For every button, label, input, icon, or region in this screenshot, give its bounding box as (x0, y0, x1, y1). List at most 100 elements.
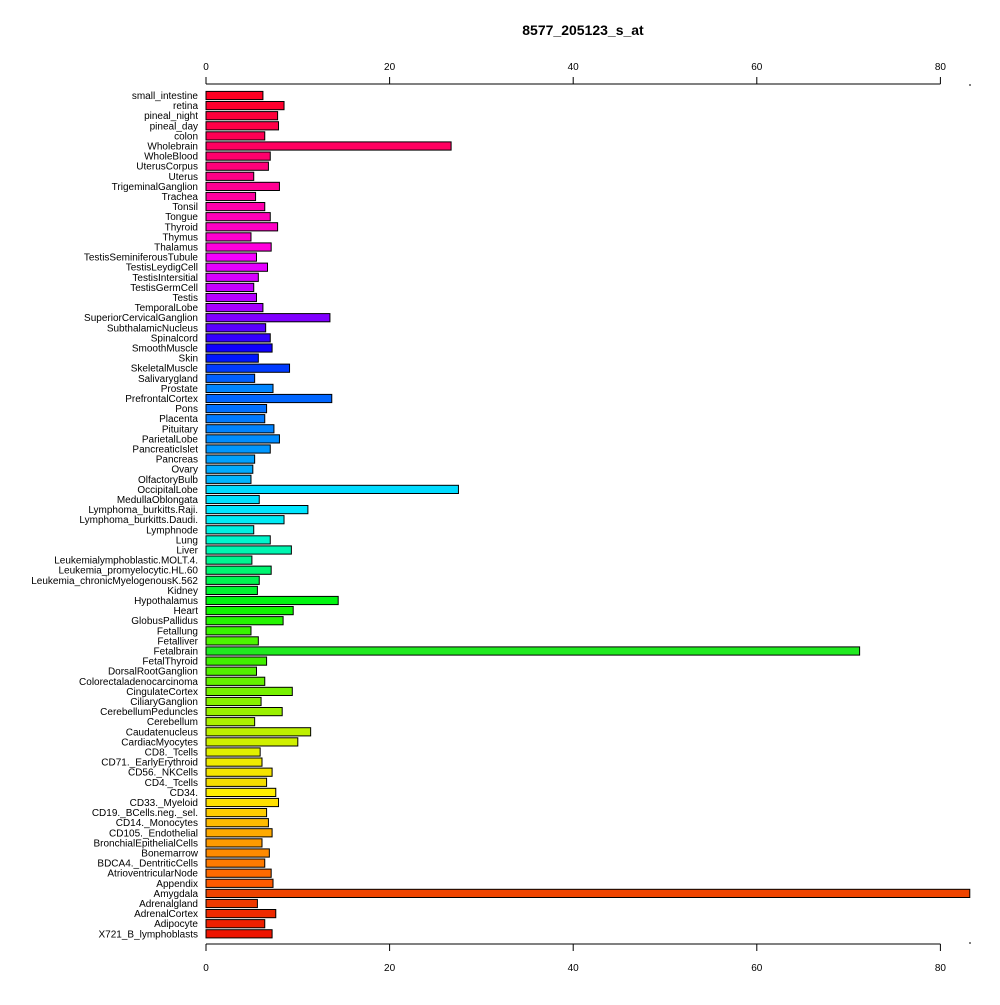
category-label: small_intestine (132, 91, 199, 102)
bar (205, 282, 255, 292)
bar (205, 90, 264, 101)
bar (205, 838, 263, 848)
bar (205, 404, 268, 414)
category-label: GlobusPallidus (131, 616, 198, 627)
x-tick-label-top: 40 (568, 62, 580, 73)
bar (205, 141, 452, 151)
bar (205, 252, 257, 262)
category-label: CD105._Endothelial (109, 828, 198, 839)
category-label: Leukemia_chronicMyelogenousK.562 (31, 576, 198, 587)
bar (205, 484, 459, 494)
bar (205, 313, 331, 323)
category-label: Skin (179, 354, 198, 365)
x-tick-label-top: 80 (935, 62, 947, 73)
category-label: Trachea (162, 192, 199, 203)
category-label: FetalThyroid (142, 657, 198, 668)
bar (205, 696, 262, 707)
bar (205, 474, 252, 484)
category-label: Pons (175, 404, 198, 415)
category-label: Adrenalgland (139, 899, 198, 910)
bar (205, 797, 280, 808)
category-label: CD71._EarlyErythroid (101, 758, 198, 769)
category-labels: small_intestineretinapineal_nightpineal_… (31, 91, 199, 940)
bar (205, 868, 272, 878)
bar (205, 565, 272, 575)
bar (205, 242, 272, 252)
bar (205, 111, 279, 121)
bar (205, 222, 279, 232)
bar (205, 636, 259, 646)
category-label: Wholebrain (147, 142, 198, 153)
bar (205, 505, 309, 515)
category-label: Tonsil (172, 202, 198, 213)
bar (205, 646, 861, 656)
category-label: Fetallung (157, 626, 198, 637)
bar (205, 888, 971, 898)
bar (205, 909, 277, 919)
category-label: CerebellumPeduncles (100, 707, 198, 718)
category-label: TestisIntersitial (132, 273, 198, 284)
category-label: BronchialEpithelialCells (94, 838, 199, 849)
category-label: X721_B_lymphoblasts (98, 929, 198, 940)
category-label: Adipocyte (154, 919, 198, 930)
category-label: SkeletalMuscle (131, 364, 199, 375)
category-label: UterusCorpus (136, 162, 198, 173)
category-label: Thyroid (165, 222, 198, 233)
bar (205, 363, 291, 373)
bar (205, 272, 259, 282)
bar (205, 444, 271, 454)
bar (205, 555, 253, 565)
bar (205, 757, 263, 767)
bar (205, 878, 274, 888)
bar (205, 787, 277, 797)
bar (205, 808, 268, 818)
category-label: Amygdala (154, 889, 199, 900)
bar (205, 121, 280, 131)
bar (205, 626, 252, 636)
category-label: ParietalLobe (142, 434, 199, 445)
category-label: Spinalcord (151, 333, 198, 344)
bar (205, 919, 266, 929)
category-label: CardiacMyocytes (121, 737, 198, 748)
x-tick-label-top: 60 (751, 62, 763, 73)
category-label: Salivarygland (138, 374, 198, 385)
category-label: Caudatenucleus (126, 727, 198, 738)
category-label: Cerebellum (147, 717, 198, 728)
bar (205, 727, 312, 737)
category-label: WholeBlood (144, 152, 198, 163)
category-label: CD56._NKCells (128, 768, 198, 779)
category-label: CD14._Monocytes (116, 818, 198, 829)
bar (205, 414, 266, 424)
bar (205, 151, 271, 161)
category-label: Fetalbrain (154, 647, 198, 658)
category-label: TestisGermCell (130, 283, 198, 294)
category-label: Leukemia_promyelocytic.HL.60 (58, 566, 198, 577)
x-tick-label-bottom: 40 (568, 963, 580, 974)
bar (205, 606, 294, 616)
category-label: Testis (172, 293, 198, 304)
bar (205, 101, 285, 111)
bar (205, 676, 266, 686)
category-label: Prostate (161, 384, 199, 395)
category-label: Ovary (171, 465, 198, 476)
category-label: Uterus (169, 172, 198, 183)
category-label: BDCA4._DentriticCells (97, 859, 198, 870)
bar (205, 777, 268, 787)
category-label: Lymphnode (146, 525, 198, 536)
bar (205, 383, 274, 393)
bar (205, 303, 264, 313)
category-label: CD4._Tcells (145, 778, 198, 789)
category-label: Appendix (156, 879, 198, 890)
bar (205, 232, 252, 242)
bar (205, 181, 280, 192)
category-label: Tongue (165, 212, 198, 223)
category-label: AdrenalCortex (134, 909, 198, 920)
bar (205, 212, 271, 222)
bar (205, 898, 258, 909)
category-label: Heart (174, 606, 199, 617)
category-label: MedullaOblongata (117, 495, 199, 506)
bar (205, 686, 293, 696)
category-label: Fetalliver (157, 636, 198, 647)
bar (205, 767, 273, 777)
